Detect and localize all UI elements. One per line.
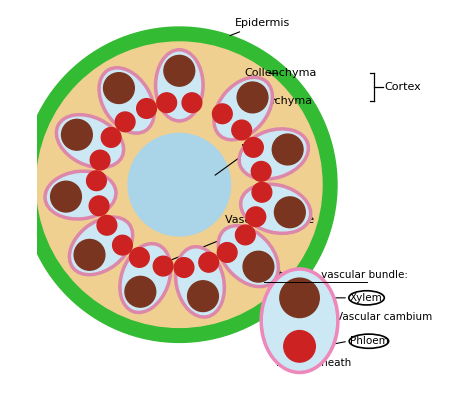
Circle shape (104, 73, 134, 104)
Circle shape (74, 239, 105, 270)
Circle shape (153, 256, 173, 276)
Circle shape (136, 98, 156, 118)
Ellipse shape (154, 49, 204, 122)
Circle shape (157, 93, 176, 113)
Text: Epidermis: Epidermis (230, 18, 290, 36)
Ellipse shape (238, 128, 310, 180)
Circle shape (252, 183, 272, 202)
Ellipse shape (242, 131, 306, 177)
Circle shape (164, 56, 195, 86)
Circle shape (101, 127, 121, 147)
Ellipse shape (47, 173, 113, 216)
Circle shape (89, 196, 109, 216)
Circle shape (243, 251, 274, 282)
Text: Pith: Pith (215, 144, 262, 175)
Ellipse shape (68, 216, 134, 276)
Circle shape (115, 112, 135, 132)
Ellipse shape (98, 67, 155, 134)
Circle shape (174, 258, 194, 278)
Text: Collenchyma: Collenchyma (244, 68, 317, 78)
Circle shape (188, 281, 219, 312)
Text: Vascular bundle: Vascular bundle (157, 215, 314, 266)
Circle shape (237, 82, 268, 113)
Ellipse shape (119, 243, 172, 314)
Text: Vascular cambium: Vascular cambium (336, 312, 432, 322)
Ellipse shape (260, 268, 339, 374)
Ellipse shape (240, 183, 312, 234)
Ellipse shape (122, 246, 168, 310)
Circle shape (280, 278, 319, 318)
Circle shape (243, 137, 263, 157)
Ellipse shape (174, 246, 226, 318)
Circle shape (199, 252, 219, 272)
Circle shape (235, 225, 255, 245)
Ellipse shape (213, 76, 273, 141)
Circle shape (61, 119, 92, 150)
Ellipse shape (44, 170, 117, 220)
Text: Xylem: Xylem (350, 293, 383, 303)
Circle shape (246, 207, 265, 227)
Circle shape (232, 120, 251, 140)
Ellipse shape (217, 225, 280, 288)
Text: Detail of a vascular bundle:: Detail of a vascular bundle: (264, 270, 408, 280)
Ellipse shape (59, 117, 121, 165)
Ellipse shape (72, 220, 130, 272)
Circle shape (274, 197, 305, 227)
Ellipse shape (221, 228, 276, 284)
Circle shape (125, 276, 156, 307)
Text: Phloem: Phloem (350, 336, 389, 346)
Circle shape (113, 235, 132, 255)
Text: Cortex: Cortex (384, 82, 421, 92)
Ellipse shape (243, 187, 308, 231)
Circle shape (182, 93, 202, 113)
Circle shape (212, 104, 232, 123)
Ellipse shape (216, 80, 270, 137)
Ellipse shape (158, 52, 201, 118)
Circle shape (217, 243, 237, 262)
Circle shape (37, 42, 322, 328)
Circle shape (87, 171, 106, 191)
Circle shape (251, 162, 271, 181)
Ellipse shape (101, 70, 152, 131)
Circle shape (284, 331, 315, 362)
Circle shape (272, 134, 303, 165)
Ellipse shape (178, 249, 222, 314)
Circle shape (90, 150, 110, 170)
Text: Bundle sheath: Bundle sheath (276, 358, 351, 368)
Circle shape (97, 216, 117, 235)
Circle shape (51, 181, 82, 212)
Circle shape (128, 133, 231, 236)
Circle shape (22, 27, 337, 342)
Ellipse shape (55, 114, 125, 169)
Text: Parenchyma: Parenchyma (244, 95, 313, 106)
Circle shape (129, 248, 149, 267)
Ellipse shape (264, 272, 335, 370)
